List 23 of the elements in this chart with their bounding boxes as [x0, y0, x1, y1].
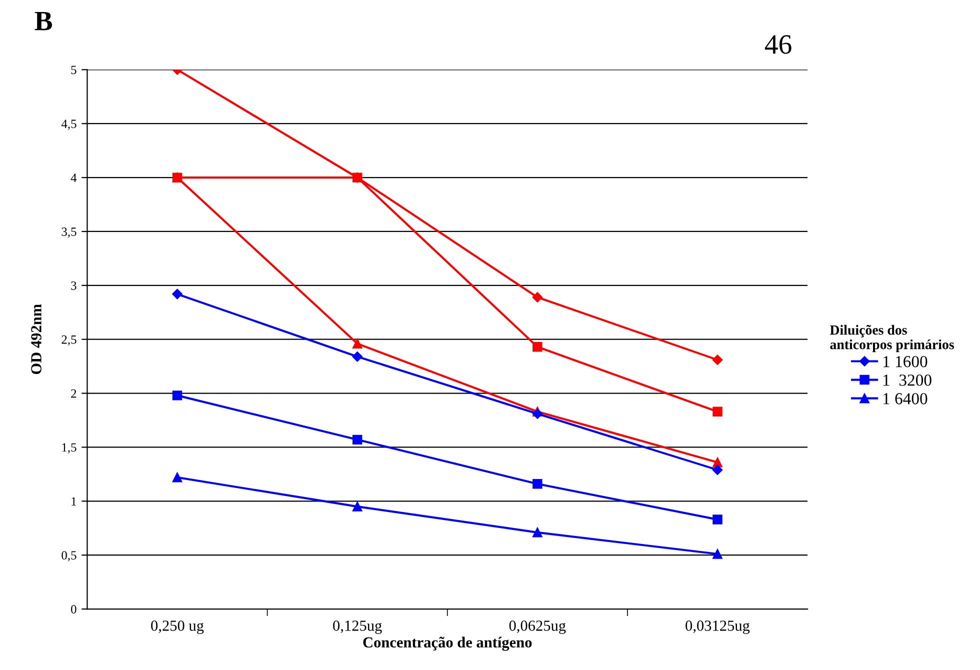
y-tick-label: 1,5 — [62, 443, 76, 454]
legend-label: 1 1600 — [883, 356, 928, 368]
text: B — [34, 12, 52, 30]
x-tick-label: 0,125ug — [333, 620, 382, 634]
y-tick-label: 3,5 — [62, 228, 76, 238]
y-tick-label: 0,5 — [62, 551, 76, 562]
y-tick-label: 4 — [70, 174, 77, 182]
text: 46 — [764, 35, 792, 54]
legend-label: 1 6400 — [883, 393, 928, 404]
x-tick-label: 0,03125ug — [686, 620, 750, 634]
x-axis-title: Concentração de antígeno — [363, 636, 532, 651]
y-tick-label: 1 — [72, 497, 76, 506]
x-tick-label: 0,250 ug — [151, 620, 204, 634]
x-tick-label: 0,0625ug — [509, 620, 566, 634]
y-tick-label: 4,5 — [61, 120, 76, 130]
y-tick-label: 0 — [71, 605, 76, 614]
y-tick-label: 2,5 — [62, 335, 76, 346]
legend-label: 1 3200 — [883, 374, 932, 386]
y-axis-title: OD 492nm — [31, 304, 42, 374]
y-tick-label: 5 — [71, 66, 76, 74]
y-tick-label: 3 — [71, 281, 76, 290]
legend-title: Diluições dos anticorpos primários — [830, 324, 954, 352]
y-tick-label: 2 — [71, 389, 76, 398]
